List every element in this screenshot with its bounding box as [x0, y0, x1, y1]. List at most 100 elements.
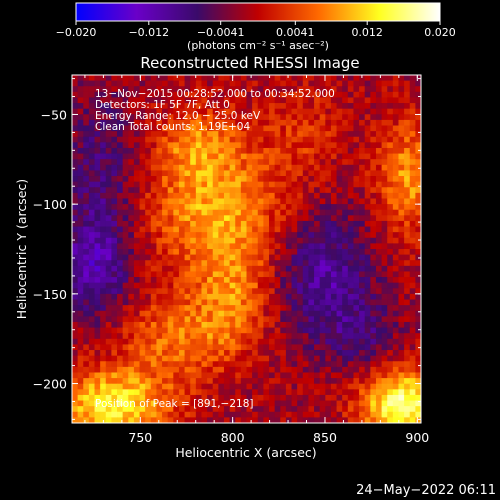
heatmap-cell: [387, 187, 394, 194]
heatmap-cell: [325, 176, 332, 183]
heatmap-cell: [94, 321, 101, 328]
heatmap-cell: [156, 153, 163, 160]
heatmap-cell: [133, 181, 140, 188]
heatmap-cell: [347, 400, 354, 407]
heatmap-cell: [387, 299, 394, 306]
heatmap-cell: [263, 254, 270, 261]
heatmap-cell: [308, 198, 315, 205]
heatmap-cell: [404, 209, 411, 216]
heatmap-cell: [297, 344, 304, 351]
heatmap-cell: [223, 97, 231, 104]
heatmap-cell: [342, 282, 349, 289]
heatmap-cell: [139, 282, 146, 289]
heatmap-cell: [330, 321, 337, 328]
heatmap-cell: [207, 310, 214, 317]
heatmap-cell: [359, 400, 366, 407]
heatmap-cell: [223, 260, 231, 267]
heatmap-cell: [195, 136, 202, 143]
heatmap-cell: [207, 187, 214, 194]
heatmap-cell: [263, 147, 270, 154]
heatmap-cell: [190, 164, 197, 171]
heatmap-cell: [240, 327, 247, 334]
heatmap-cell: [218, 243, 225, 250]
heatmap-cell: [162, 383, 169, 390]
heatmap-cell: [285, 86, 292, 93]
heatmap-cell: [330, 131, 337, 138]
heatmap-cell: [381, 215, 388, 222]
heatmap-cell: [133, 411, 140, 418]
heatmap-cell: [145, 310, 152, 317]
heatmap-cell: [162, 249, 169, 256]
heatmap-cell: [342, 237, 349, 244]
heatmap-cell: [359, 271, 366, 278]
heatmap-cell: [240, 260, 247, 267]
heatmap-cell: [302, 378, 309, 385]
heatmap-cell: [190, 254, 197, 261]
heatmap-cell: [173, 383, 180, 390]
heatmap-cell: [207, 288, 214, 295]
heatmap-cell: [342, 333, 349, 340]
heatmap-cell: [280, 97, 287, 104]
heatmap-cell: [404, 361, 411, 368]
heatmap-cell: [150, 389, 157, 396]
heatmap-cell: [94, 75, 101, 82]
heatmap-cell: [167, 131, 174, 138]
heatmap-cell: [342, 176, 349, 183]
heatmap-cell: [359, 310, 366, 317]
heatmap-cell: [240, 215, 247, 222]
heatmap-cell: [342, 400, 349, 407]
heatmap-cell: [201, 91, 208, 98]
heatmap-cell: [269, 249, 276, 256]
heatmap-cell: [178, 108, 185, 115]
heatmap-cell: [184, 243, 191, 250]
heatmap-cell: [387, 271, 394, 278]
heatmap-cell: [83, 277, 90, 284]
heatmap-cell: [184, 293, 191, 300]
heatmap-cell: [229, 170, 236, 177]
heatmap-cell: [336, 198, 343, 205]
heatmap-cell: [173, 366, 180, 373]
heatmap-cell: [88, 192, 95, 199]
heatmap-cell: [404, 282, 411, 289]
heatmap-cell: [308, 361, 315, 368]
heatmap-cell: [167, 293, 174, 300]
heatmap-cell: [72, 254, 79, 261]
heatmap-cell: [302, 282, 309, 289]
heatmap-cell: [404, 159, 411, 166]
heatmap-cell: [111, 103, 118, 110]
heatmap-cell: [100, 131, 107, 138]
heatmap-cell: [111, 411, 118, 418]
heatmap-cell: [336, 119, 343, 126]
heatmap-cell: [201, 125, 208, 132]
heatmap-cell: [297, 114, 304, 121]
heatmap-cell: [105, 400, 112, 407]
heatmap-cell: [325, 249, 332, 256]
heatmap-cell: [342, 389, 349, 396]
heatmap-cell: [336, 271, 343, 278]
heatmap-cell: [94, 378, 101, 385]
heatmap-cell: [381, 321, 388, 328]
heatmap-cell: [83, 80, 90, 87]
heatmap-cell: [308, 249, 315, 256]
heatmap-cell: [122, 366, 129, 373]
heatmap-cell: [100, 249, 107, 256]
heatmap-cell: [347, 316, 354, 323]
heatmap-cell: [359, 103, 366, 110]
heatmap-cell: [269, 131, 276, 138]
heatmap-cell: [314, 147, 321, 154]
heatmap-cell: [117, 170, 124, 177]
heatmap-cell: [83, 389, 90, 396]
heatmap-cell: [353, 159, 360, 166]
heatmap-cell: [392, 288, 399, 295]
heatmap-cell: [235, 293, 242, 300]
heatmap-cell: [195, 400, 202, 407]
heatmap-cell: [359, 198, 366, 205]
heatmap-cell: [145, 114, 152, 121]
heatmap-cell: [83, 260, 90, 267]
heatmap-cell: [297, 204, 304, 211]
heatmap-cell: [274, 299, 281, 306]
heatmap-cell: [308, 80, 315, 87]
heatmap-cell: [375, 417, 382, 424]
heatmap-cell: [263, 170, 270, 177]
heatmap-cell: [330, 383, 337, 390]
